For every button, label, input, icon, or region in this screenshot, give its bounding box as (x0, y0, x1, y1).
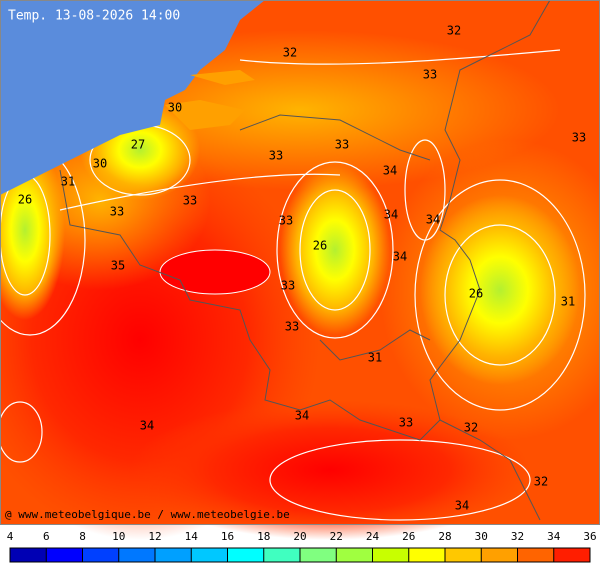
island (165, 70, 255, 130)
contour-label: 32 (464, 421, 478, 435)
legend-tick-label: 34 (547, 530, 561, 543)
cool-area (420, 195, 580, 385)
legend-swatch (445, 548, 482, 562)
legend-swatch (155, 548, 192, 562)
legend-tick-label: 20 (293, 530, 306, 543)
legend-tick-label: 32 (511, 530, 524, 543)
contour-label: 26 (469, 287, 483, 301)
heat-area (130, 400, 530, 540)
contour-label: 26 (313, 239, 327, 253)
legend-swatch (408, 548, 445, 562)
legend-swatch (372, 548, 409, 562)
contour-label: 33 (183, 194, 197, 208)
contour-label: 31 (561, 295, 575, 309)
contour-label: 31 (61, 175, 75, 189)
border (239, 114, 431, 161)
contour-label: 33 (281, 279, 295, 293)
credit: @ www.meteobelgique.be / www.meteobelgie… (5, 508, 290, 521)
contour (239, 49, 561, 65)
legend-tick-label: 26 (402, 530, 415, 543)
legend-swatch (263, 548, 300, 562)
legend-swatch (82, 548, 119, 562)
legend-tick-label: 14 (185, 530, 199, 543)
legend-tick-label: 16 (221, 530, 234, 543)
legend-swatch (336, 548, 373, 562)
contour (414, 179, 586, 411)
contour (299, 189, 371, 311)
legend-tick-label: 8 (79, 530, 86, 543)
contour-label: 34 (426, 213, 440, 227)
legend-tick-label: 12 (148, 530, 161, 543)
contour-label: 32 (447, 24, 461, 38)
legend-tick-label: 28 (438, 530, 451, 543)
cool-area (280, 165, 390, 335)
border (439, 419, 541, 521)
sea (0, 0, 265, 195)
legend-swatch (300, 548, 337, 562)
contour-label: 33 (399, 416, 413, 430)
border (319, 329, 431, 361)
border (59, 0, 551, 441)
legend-swatch (46, 548, 83, 562)
contour-label: 33 (335, 138, 349, 152)
contour-label: 34 (384, 208, 398, 222)
contour-label: 32 (534, 475, 548, 489)
legend-tick-label: 24 (366, 530, 380, 543)
contour-label: 33 (572, 131, 586, 145)
contour-label: 33 (285, 320, 299, 334)
map-title: Temp. 13-08-2026 14:00 (8, 9, 180, 24)
legend-tick-label: 30 (475, 530, 488, 543)
contour-label: 33 (279, 214, 293, 228)
contour (159, 249, 271, 295)
contour-label: 33 (423, 68, 437, 82)
legend-swatch (118, 548, 155, 562)
contour-label: 30 (93, 157, 107, 171)
contour-label: 31 (368, 351, 382, 365)
contour (444, 224, 556, 366)
contour (276, 161, 394, 339)
contour-label: 33 (269, 149, 283, 163)
legend-tick-label: 36 (583, 530, 596, 543)
contour-label: 27 (131, 138, 145, 152)
legend-swatch (553, 548, 590, 562)
legend-frame (9, 547, 591, 563)
contour-label: 35 (111, 259, 125, 273)
contour-label: 33 (110, 205, 124, 219)
contour-label: 34 (140, 419, 154, 433)
legend-tick-label: 4 (7, 530, 14, 543)
legend-swatch (481, 548, 518, 562)
contour-label: 34 (393, 250, 407, 264)
contour-label: 30 (168, 101, 182, 115)
contour-label: 32 (283, 46, 297, 60)
contour (269, 439, 531, 521)
legend-tick-label: 10 (112, 530, 125, 543)
legend-tick-label: 22 (330, 530, 343, 543)
contour-label: 34 (455, 499, 469, 513)
contour-label: 34 (383, 164, 397, 178)
legend-swatch (10, 548, 47, 562)
legend-swatch (517, 548, 554, 562)
contour (59, 173, 341, 211)
legend-swatch (191, 548, 228, 562)
contour-label: 34 (295, 409, 309, 423)
contour (0, 401, 43, 463)
legend-tick-label: 6 (43, 530, 50, 543)
legend-swatch (227, 548, 264, 562)
legend-tick-label: 18 (257, 530, 270, 543)
contour (404, 139, 446, 241)
contour-label: 26 (18, 193, 32, 207)
borders (59, 0, 551, 521)
